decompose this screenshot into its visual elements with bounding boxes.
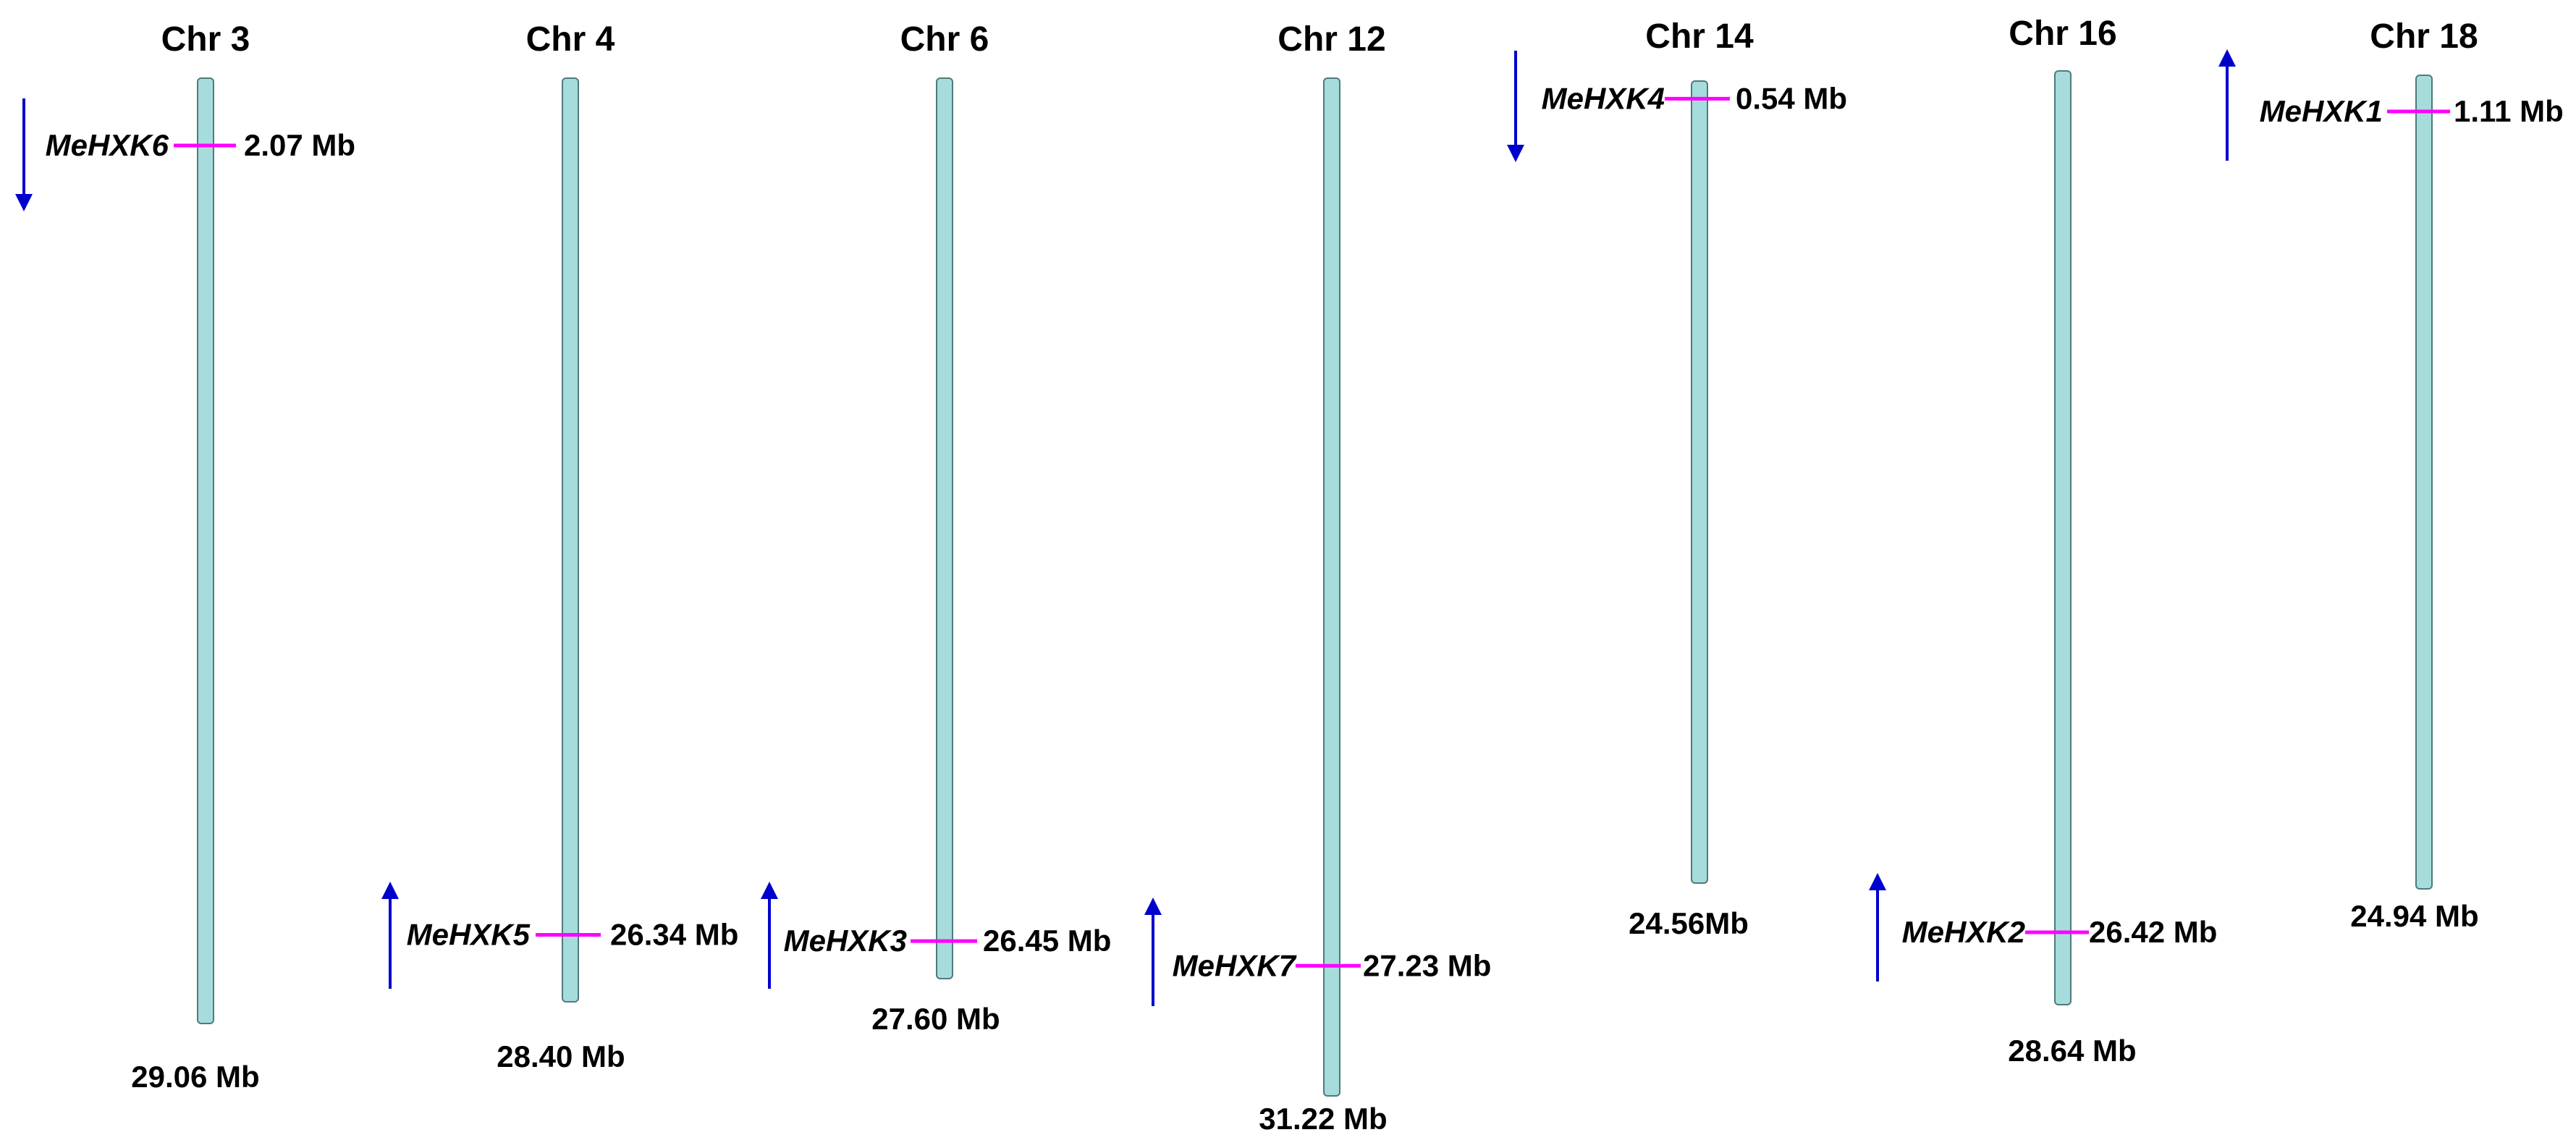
- chromosome-length-label: 28.64 Mb: [2008, 1034, 2136, 1068]
- chromosome-title: Chr 18: [2370, 17, 2478, 56]
- gene-position-label: 26.42 Mb: [2089, 915, 2217, 949]
- gene-position-label: 26.34 Mb: [610, 917, 738, 951]
- gene-name-label: MeHXK3: [784, 924, 907, 958]
- gene-position-label: 1.11 Mb: [2454, 94, 2564, 128]
- chromosome-title: Chr 4: [526, 20, 615, 59]
- gene-name-label: MeHXK4: [1542, 81, 1665, 115]
- chromosome-title: Chr 6: [900, 20, 989, 59]
- gene-name-label: MeHXK2: [1902, 915, 2025, 949]
- chromosome-bar: [1323, 77, 1340, 1097]
- chromosome-length-label: 27.60 Mb: [871, 1002, 1000, 1036]
- chromosome-length-label: 31.22 Mb: [1259, 1102, 1387, 1136]
- gene-name-label: MeHXK7: [1173, 948, 1297, 982]
- chromosome-length-label: 29.06 Mb: [131, 1060, 259, 1094]
- chromosome-bar: [936, 77, 953, 979]
- chromosome-length-label: 24.56Mb: [1629, 906, 1749, 940]
- gene-position-label: 2.07 Mb: [244, 128, 355, 162]
- chromosome-length-label: 24.94 Mb: [2350, 899, 2478, 933]
- chromosome-bar: [562, 77, 579, 1003]
- chromosome-bar: [1691, 80, 1708, 884]
- chromosome-bar: [197, 77, 214, 1024]
- chromosome-bar: [2054, 70, 2072, 1005]
- chromosome-title: Chr 3: [161, 20, 250, 59]
- chromosome-length-label: 28.40 Mb: [497, 1039, 625, 1073]
- gene-position-label: 0.54 Mb: [1736, 81, 1847, 115]
- chromosome-title: Chr 14: [1645, 17, 1754, 56]
- gene-position-label: 27.23 Mb: [1363, 948, 1491, 982]
- chromosome-title: Chr 16: [2009, 14, 2116, 53]
- gene-name-label: MeHXK1: [2260, 94, 2383, 128]
- gene-name-label: MeHXK5: [407, 917, 531, 951]
- gene-position-label: 26.45 Mb: [983, 924, 1111, 958]
- gene-name-label: MeHXK6: [46, 128, 169, 162]
- chromosome-bar: [2415, 75, 2433, 890]
- chromosome-title: Chr 12: [1278, 20, 1385, 59]
